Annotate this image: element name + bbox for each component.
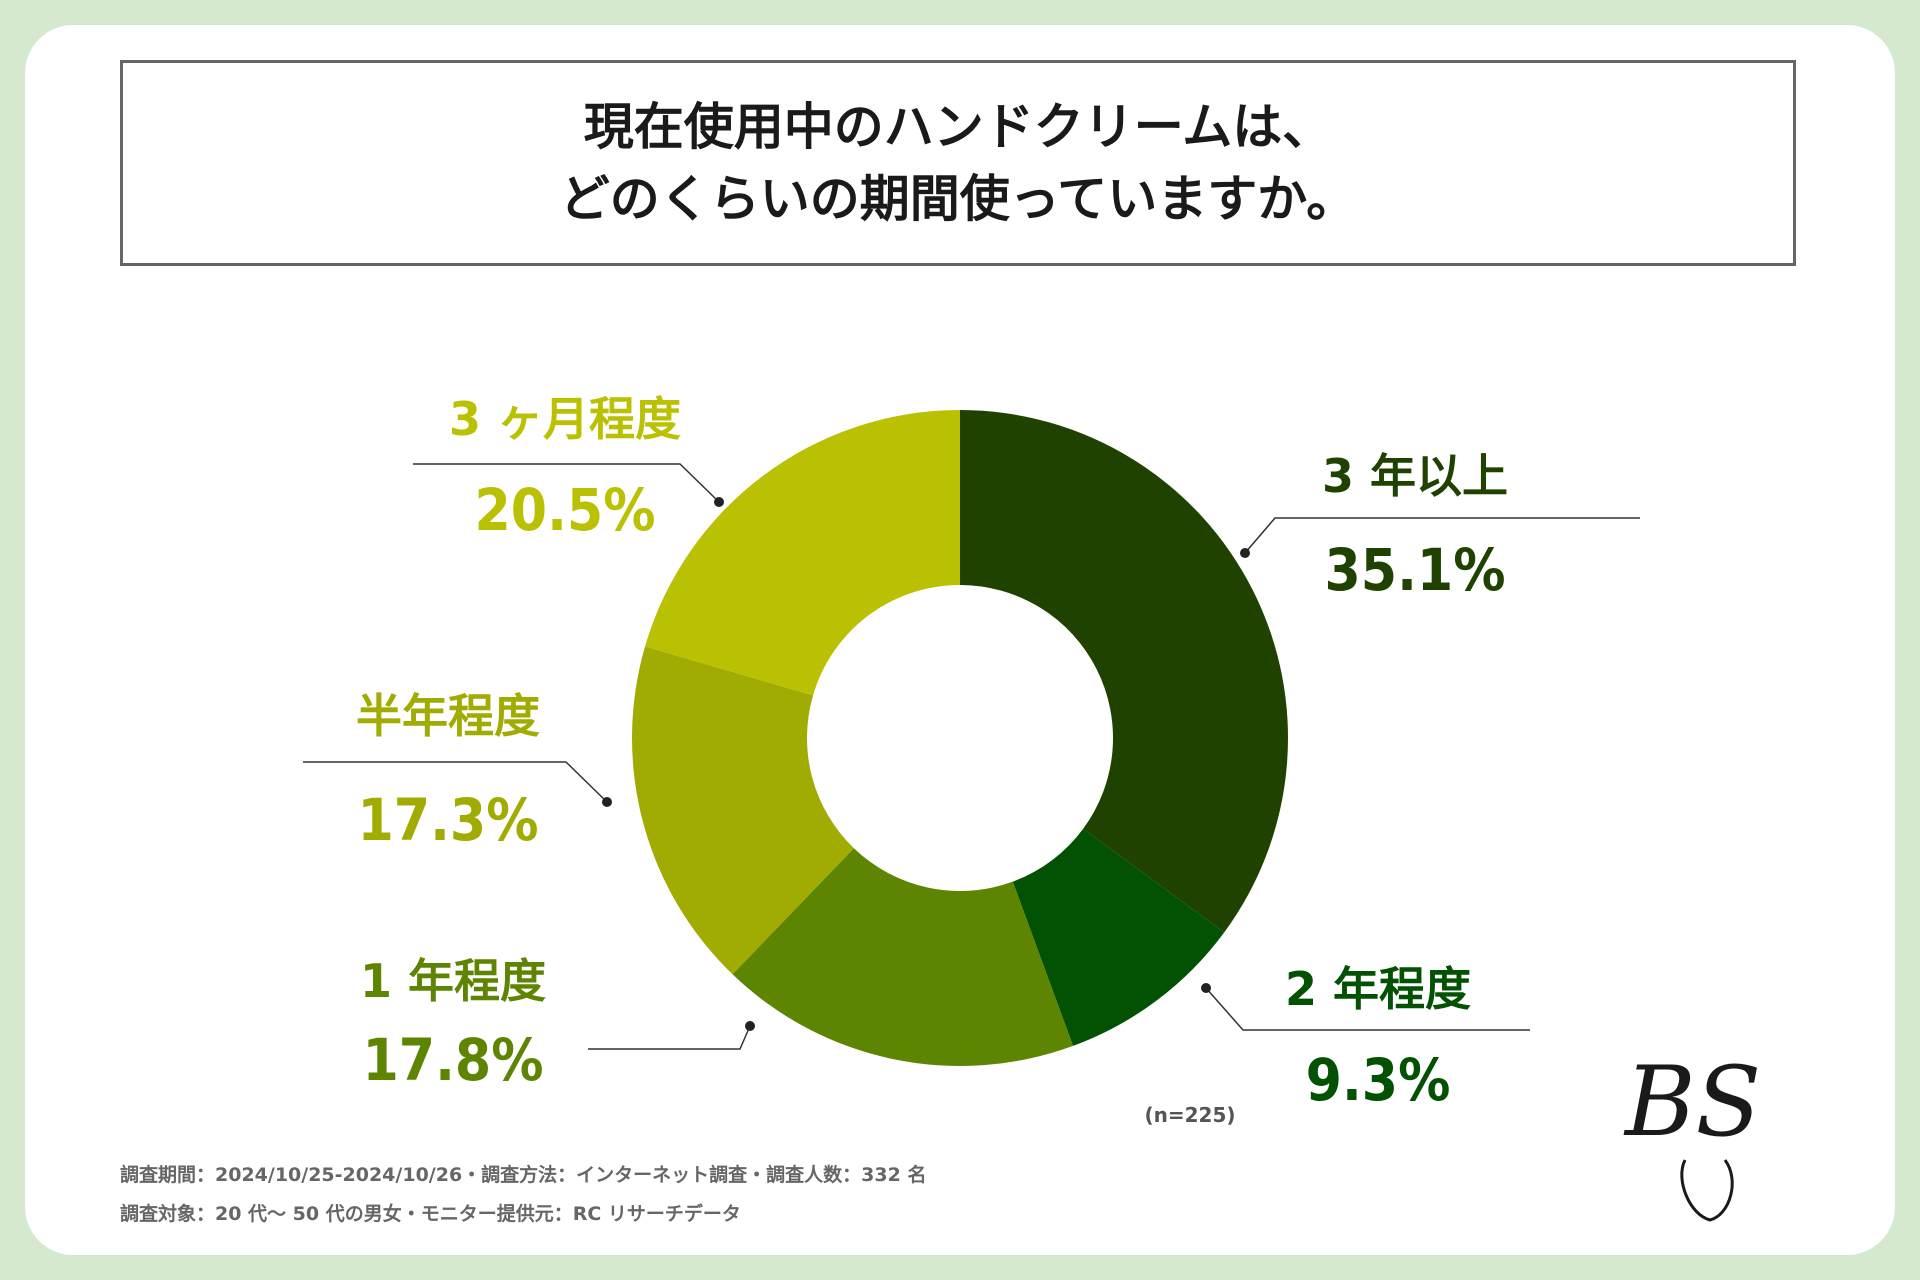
logo-flourish [1680,1159,1734,1222]
logo-letters: BS [1623,1046,1761,1158]
leader-dot-4 [714,497,724,507]
donut-slice-3 [631,646,854,975]
category-label-0: 3 年以上 [1322,449,1508,503]
leader-lines [303,463,1640,1050]
leader-line-0 [1244,517,1640,554]
chart-title-line-2: どのくらいの期間使っていますか。 [559,170,1357,228]
category-label-3: 半年程度 [356,689,540,743]
leader-dot-0 [1240,548,1250,558]
chart-title-line-1: 現在使用中のハンドクリームは、 [583,98,1333,156]
leader-dot-1 [1201,983,1211,993]
slice-labels: 3 年以上 35.1% 2 年程度 9.3% 1 年程度 17.8% 半年程度 17.3% 3 … [356,392,1508,1114]
leader-line-3 [303,761,608,803]
value-label-1: 9.3% [1306,1046,1451,1114]
donut-slice-0 [960,410,1288,933]
value-label-4: 20.5% [474,476,655,544]
donut-slice-4 [645,410,960,696]
brand-logo: BS [1623,1046,1761,1222]
leader-line-1 [1205,987,1530,1031]
value-label-3: 17.3% [357,786,538,854]
sample-size-label: (n=225) [1144,1103,1235,1127]
category-label-4: 3 ヶ月程度 [449,392,681,446]
leader-line-2 [588,1025,751,1050]
value-label-2: 17.8% [362,1026,543,1094]
footnote-survey-target: 調査対象：20 代〜 50 代の男女・モニター提供元：RC リサーチデータ [120,1203,741,1225]
donut-slices [631,410,1288,1066]
footnote-survey-period: 調査期間：2024/10/25-2024/10/26・調査方法：インターネット調… [120,1164,927,1186]
donut-slice-2 [732,848,1074,1066]
leader-line-4 [413,463,720,503]
title-box: 現在使用中のハンドクリームは、 どのくらいの期間使っていますか。 [120,60,1796,266]
donut-slice-1 [1012,828,1225,1046]
category-label-1: 2 年程度 [1285,962,1471,1016]
category-label-2: 1 年程度 [360,954,546,1008]
leader-dot-3 [602,797,612,807]
value-label-0: 35.1% [1324,536,1505,604]
leader-dot-2 [745,1021,755,1031]
